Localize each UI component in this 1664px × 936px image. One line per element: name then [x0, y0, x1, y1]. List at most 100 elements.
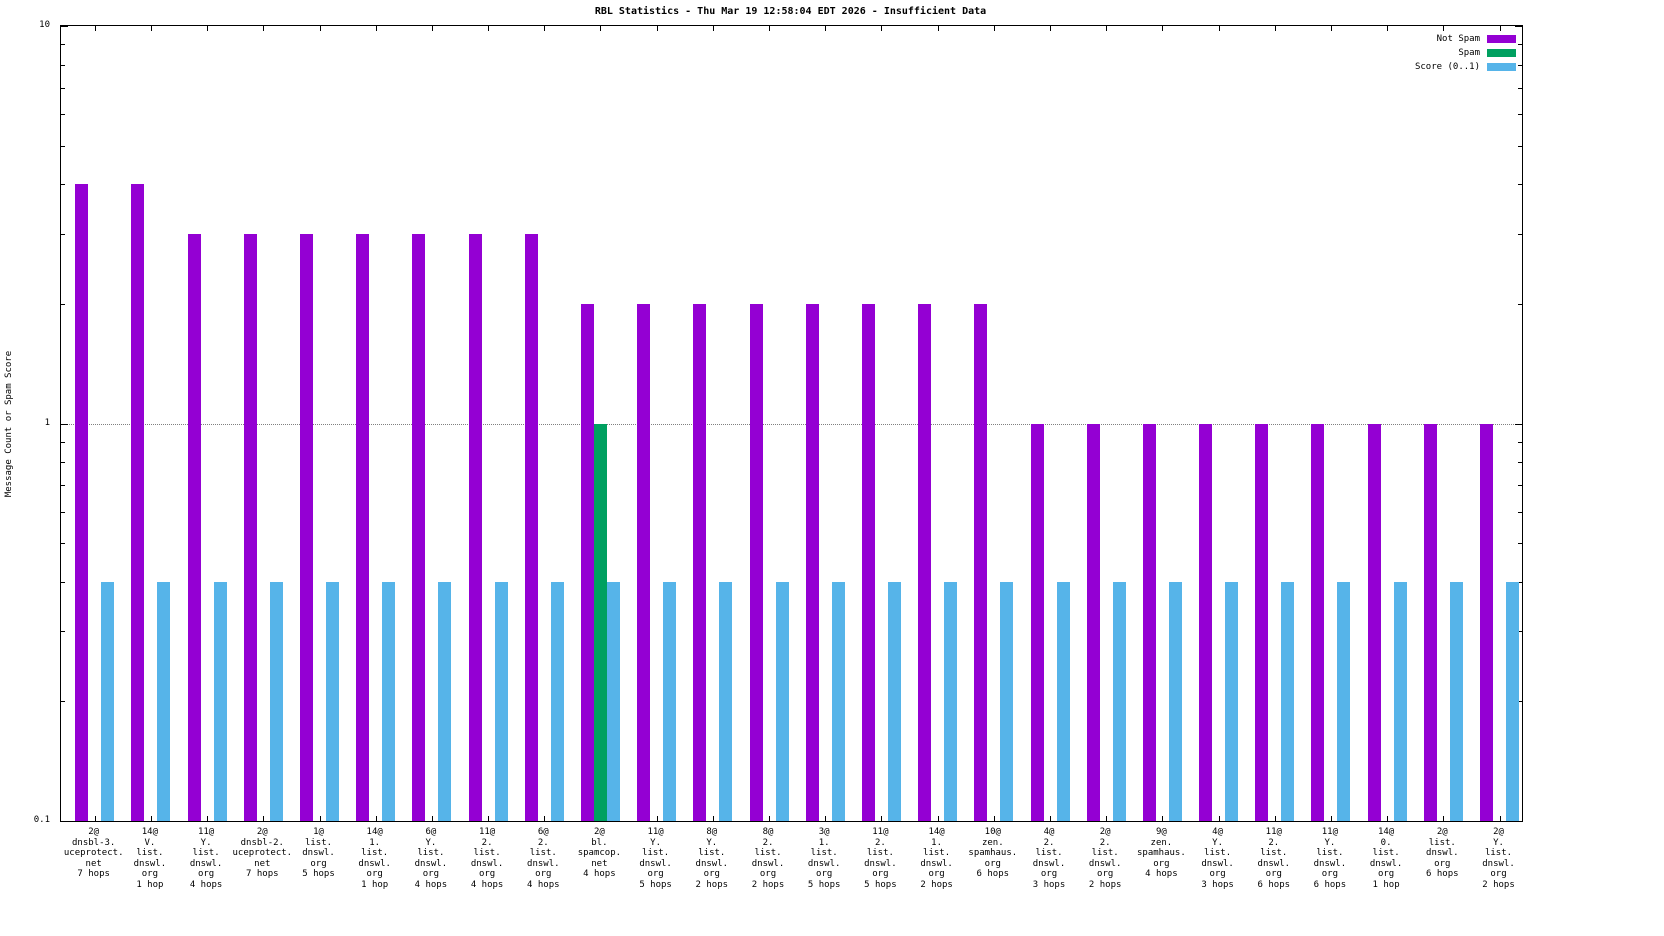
bar-not-spam	[412, 233, 426, 821]
x-tick-mark	[1106, 816, 1108, 821]
bar-score-0-1	[1449, 581, 1463, 821]
bar-score-0-1	[1225, 581, 1239, 821]
y-tick-mark	[1518, 631, 1522, 633]
x-axis-label: 11@ Y. list. dnswl. org 6 hops	[1313, 827, 1347, 890]
bar-score-0-1	[1112, 581, 1126, 821]
x-tick-mark	[1443, 816, 1445, 821]
y-tick-mark	[1518, 581, 1522, 583]
x-tick-mark	[150, 816, 152, 821]
y-tick-mark	[1518, 462, 1522, 463]
bar-not-spam	[1311, 423, 1325, 821]
y-tick-mark	[1518, 145, 1522, 147]
bar-not-spam	[1255, 423, 1269, 821]
legend-row: Not Spam	[1415, 32, 1516, 46]
x-tick-mark	[825, 816, 827, 821]
x-tick-mark	[544, 26, 546, 31]
x-tick-mark	[1499, 816, 1501, 821]
y-tick-mark	[61, 87, 65, 89]
bar-not-spam	[187, 233, 201, 821]
x-tick-mark	[319, 816, 321, 821]
x-tick-mark	[712, 26, 714, 31]
y-tick-mark	[1518, 64, 1522, 66]
x-tick-mark	[1218, 816, 1220, 821]
x-axis-label: 8@ Y. list. dnswl. org 2 hops	[695, 827, 729, 890]
x-tick-mark	[769, 816, 770, 821]
x-axis-label: 4@ 2. list. dnswl. org 3 hops	[1032, 827, 1066, 890]
y-tick-mark	[1515, 423, 1522, 425]
bar-score-0-1	[101, 581, 115, 821]
x-axis-label: 11@ Y. list. dnswl. org 4 hops	[189, 827, 223, 890]
y-tick-mark	[61, 423, 68, 425]
y-tick-mark	[1518, 441, 1522, 443]
legend-label: Spam	[1458, 48, 1480, 58]
bar-score-0-1	[1393, 581, 1407, 821]
x-tick-mark	[375, 26, 377, 31]
x-axis-label: 14@ 1. list. dnswl. org 1 hop	[358, 827, 391, 890]
y-tick-mark	[61, 145, 65, 147]
x-axis-label: 11@ 2. list. dnswl. org 5 hops	[864, 827, 897, 890]
x-axis-label: 14@ 1. list. dnswl. org 2 hops	[920, 827, 953, 890]
legend-label: Not Spam	[1436, 34, 1480, 44]
gridline-y1	[61, 423, 1522, 425]
x-tick-mark	[1330, 816, 1332, 821]
y-tick-mark	[1515, 26, 1522, 27]
y-tick-mark	[61, 485, 65, 487]
x-axis-labels: 2@ dnsbl-3. uceprotect. net 7 hops 14@ V.…	[60, 827, 1521, 932]
x-tick-mark	[431, 26, 433, 31]
y-tick-mark	[61, 581, 65, 583]
y-tick-mark	[61, 114, 65, 116]
x-tick-mark	[937, 816, 939, 821]
y-tick-mark	[1518, 543, 1522, 545]
bar-not-spam	[243, 233, 257, 821]
bar-not-spam	[300, 233, 313, 821]
bar-score-0-1	[213, 581, 227, 821]
y-tick-label: 10	[39, 20, 50, 30]
x-tick-mark	[488, 816, 490, 821]
bar-not-spam	[1030, 423, 1044, 821]
x-tick-mark	[150, 26, 152, 31]
x-tick-mark	[1050, 26, 1051, 31]
bar-not-spam	[861, 303, 875, 821]
bar-score-0-1	[1168, 581, 1182, 821]
x-axis-label: 11@ 2. list. dnswl. org 4 hops	[470, 827, 504, 890]
y-tick-mark	[1518, 511, 1522, 513]
x-tick-mark	[1443, 26, 1445, 31]
y-axis-tick-labels: 10 1 0.1	[0, 20, 56, 825]
x-tick-mark	[1218, 26, 1220, 31]
bar-not-spam	[1086, 423, 1100, 821]
legend: Not Spam Spam Score (0..1)	[1415, 32, 1516, 74]
bar-score-0-1	[719, 581, 733, 821]
x-tick-mark	[94, 26, 96, 31]
bar-not-spam	[468, 233, 482, 821]
legend-swatch	[1487, 35, 1516, 43]
x-axis-label: 14@ 0. list. dnswl. org 1 hop	[1369, 827, 1403, 890]
bar-spam	[593, 423, 607, 821]
bar-not-spam	[1367, 423, 1381, 821]
x-tick-mark	[1387, 26, 1389, 31]
x-axis-label: 1@ list. dnswl. org 5 hops	[302, 827, 335, 879]
y-tick-mark	[1518, 233, 1522, 235]
bar-score-0-1	[1000, 581, 1014, 821]
x-axis-label: 2@ bl. spamcop. net 4 hops	[577, 827, 622, 879]
y-tick-mark	[1515, 821, 1522, 822]
legend-row: Score (0..1)	[1415, 60, 1516, 74]
x-tick-mark	[207, 816, 209, 821]
y-tick-mark	[1518, 485, 1522, 487]
bar-score-0-1	[1281, 581, 1295, 821]
y-tick-mark	[1518, 87, 1522, 89]
bar-not-spam	[1480, 423, 1493, 821]
y-tick-mark	[61, 631, 65, 633]
bar-score-0-1	[550, 581, 564, 821]
bar-score-0-1	[326, 581, 339, 821]
bar-not-spam	[75, 184, 89, 821]
legend-label: Score (0..1)	[1414, 62, 1480, 72]
x-tick-mark	[656, 26, 658, 31]
x-axis-label: 4@ Y. list. dnswl. org 3 hops	[1201, 827, 1234, 890]
bar-not-spam	[580, 303, 594, 821]
x-axis-label: 2@ list. dnswl. org 6 hops	[1426, 827, 1459, 879]
x-tick-mark	[881, 26, 883, 31]
bar-not-spam	[524, 233, 538, 821]
plot-area: Not Spam Spam Score (0..1)	[60, 25, 1523, 822]
x-axis-label: 3@ 1. list. dnswl. org 5 hops	[807, 827, 841, 890]
